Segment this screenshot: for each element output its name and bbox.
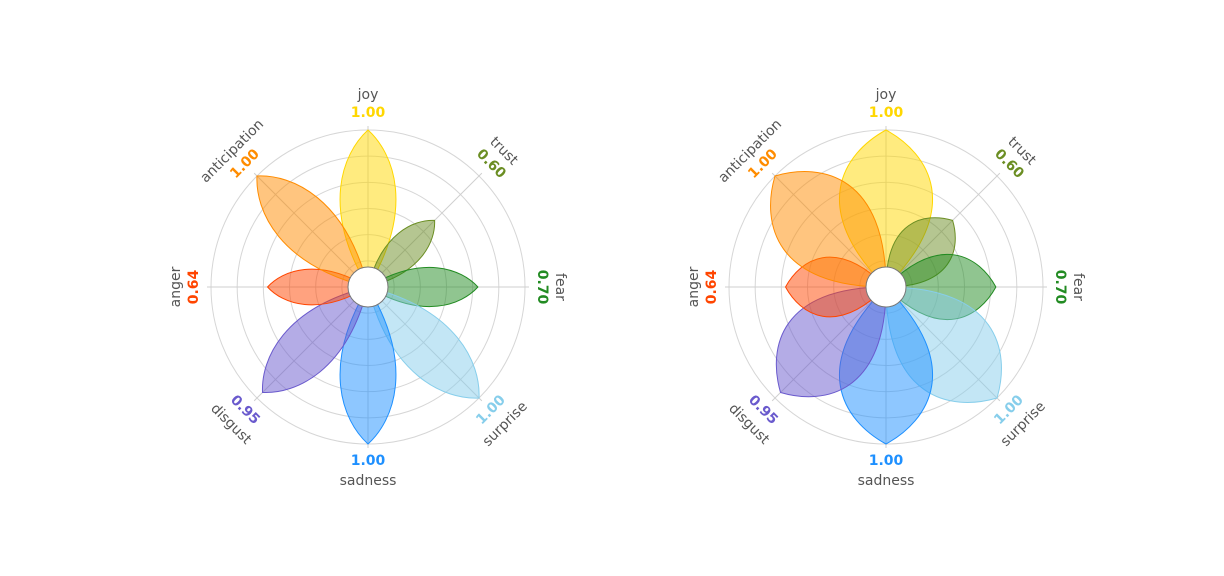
petal-anticipation	[770, 171, 887, 288]
value-anger: 0.64	[186, 269, 202, 304]
petal-chart-right: joy1.00trust0.60fear0.70surprise1.00sadn…	[686, 87, 1086, 489]
value-joy: 1.00	[869, 105, 904, 121]
petals	[770, 129, 1002, 445]
value-sadness: 1.00	[869, 453, 904, 469]
label-sadness: sadness	[340, 473, 397, 489]
label-anger: anger	[686, 266, 702, 307]
petal-surprise	[367, 286, 480, 399]
center-circle	[865, 266, 907, 308]
value-anger: 0.64	[704, 269, 720, 304]
value-fear: 0.70	[1052, 270, 1068, 305]
petal-disgust	[262, 286, 369, 393]
label-fear: fear	[552, 273, 568, 301]
petal-anticipation	[256, 175, 369, 288]
center-circle	[347, 266, 389, 308]
value-sadness: 1.00	[351, 453, 386, 469]
petals	[256, 129, 480, 445]
label-anger: anger	[168, 266, 184, 307]
value-fear: 0.70	[534, 270, 550, 305]
label-joy: joy	[357, 87, 379, 103]
petal-chart-left: joy1.00trust0.60fear0.70surprise1.00sadn…	[168, 87, 568, 489]
label-joy: joy	[875, 87, 897, 103]
label-fear: fear	[1070, 273, 1086, 301]
value-joy: 1.00	[351, 105, 386, 121]
label-sadness: sadness	[858, 473, 915, 489]
